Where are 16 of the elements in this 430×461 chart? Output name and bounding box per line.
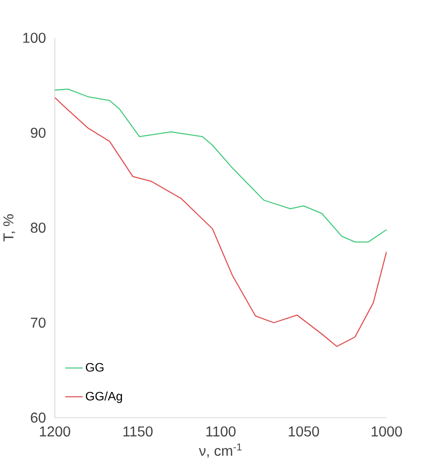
- y-tick-label: 80: [30, 222, 46, 233]
- y-tick-label: 60: [30, 412, 46, 423]
- x-tick-label: 1200: [40, 426, 70, 436]
- x-axis-title: ν, cm$^{-1}$: [198, 444, 242, 458]
- line-series: [54, 88, 386, 242]
- legend-label: GG: [86, 363, 104, 372]
- y-axis-title: T, %: [3, 214, 16, 242]
- x-tick-label: 1100: [206, 426, 236, 436]
- x-tick-label: 1150: [123, 426, 152, 436]
- y-tick-label: 90: [30, 128, 46, 138]
- x-tick-label: 1050: [288, 426, 319, 436]
- y-tick-label: 70: [30, 318, 46, 328]
- y-tick-label: 100: [23, 32, 46, 43]
- line-series: [54, 97, 386, 347]
- legend-label: GG/Ag: [86, 392, 122, 403]
- x-tick-label: 1000: [372, 426, 402, 436]
